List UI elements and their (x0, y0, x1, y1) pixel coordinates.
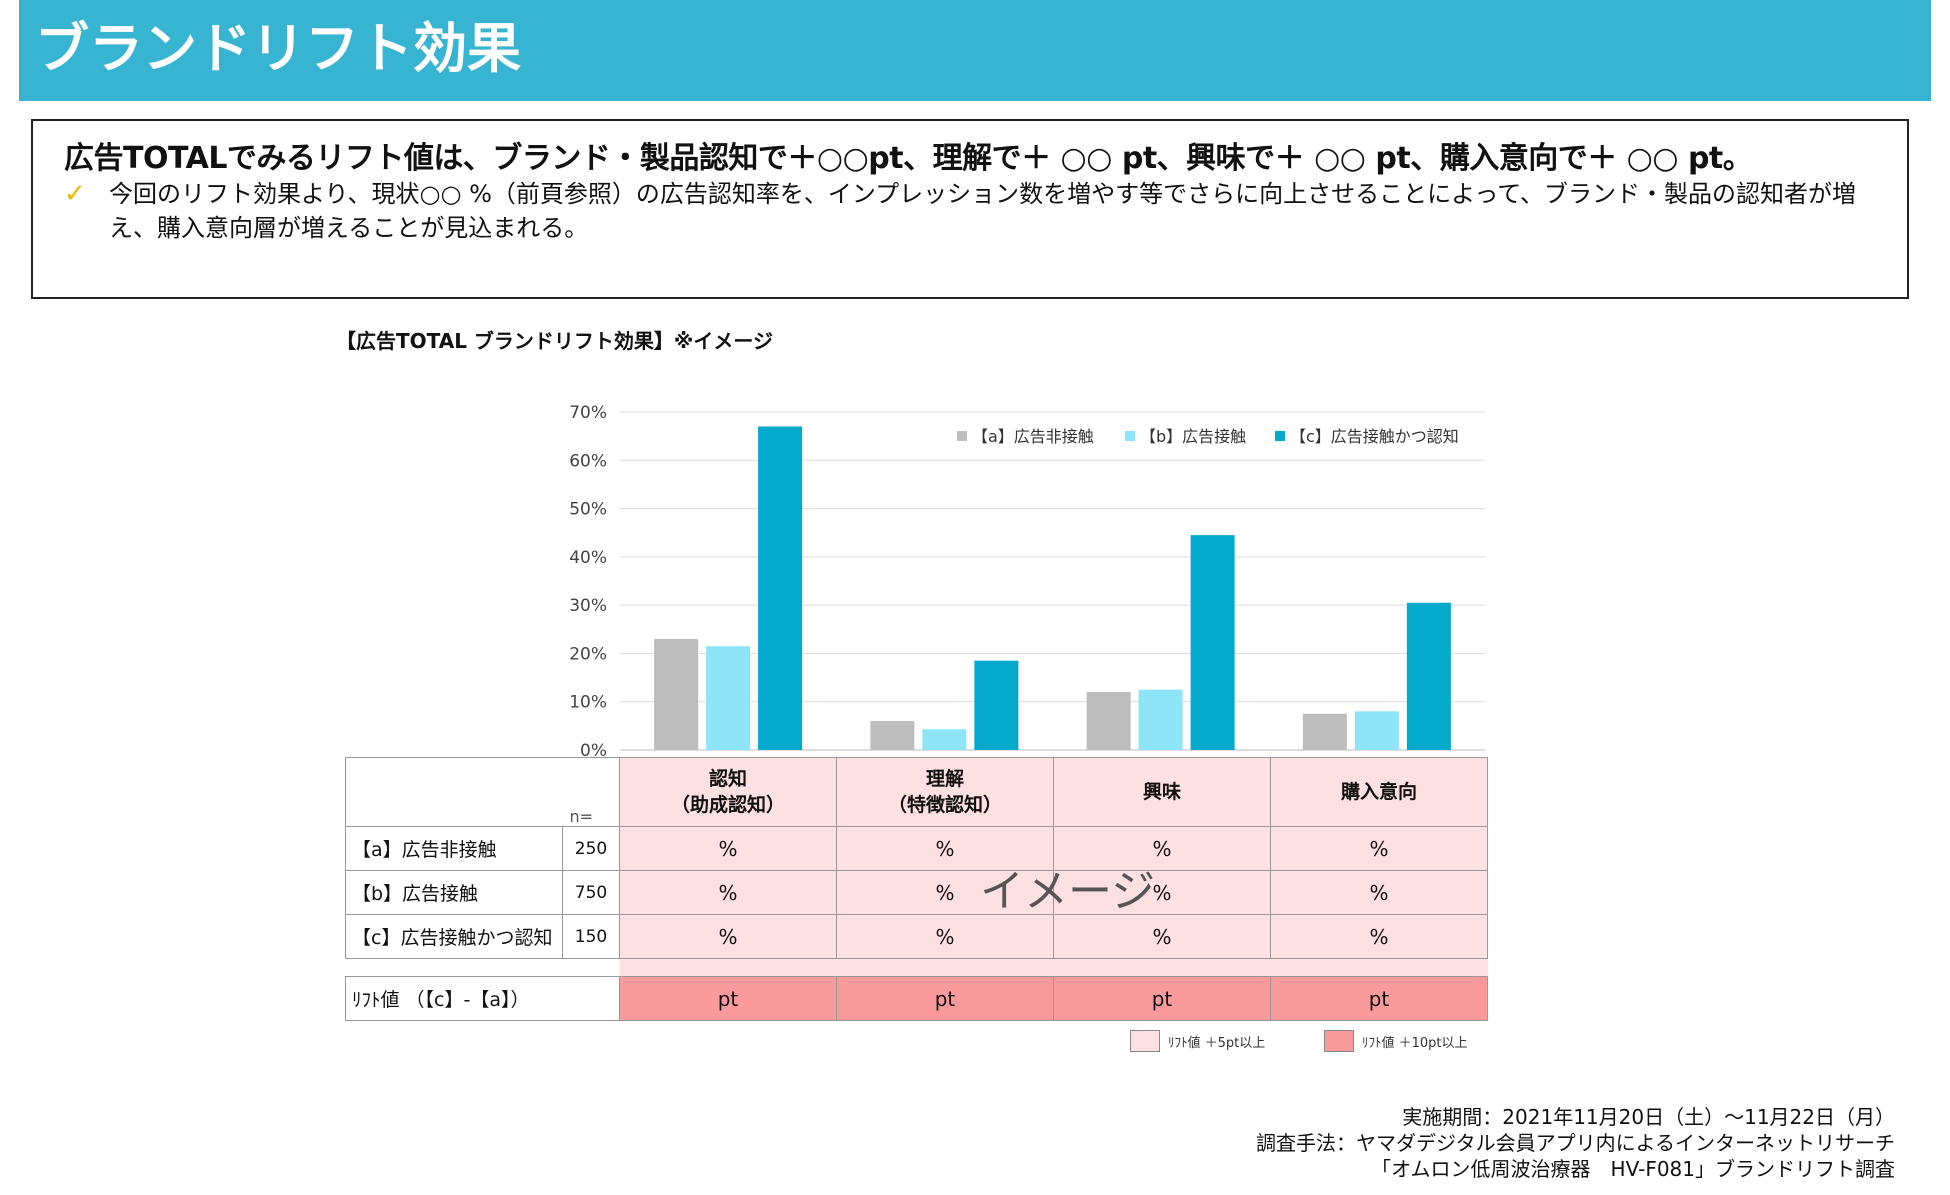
table-row: 【c】広告接触かつ認知 150 % % % % (345, 914, 1488, 959)
lift-legend-label: ﾘﾌﾄ値 ＋5pt以上 (1168, 1035, 1266, 1051)
bar (706, 646, 751, 750)
page-title: ブランドリフト効果 (35, 17, 521, 80)
table-cell: % (836, 826, 1054, 871)
row-label: 【b】広告接触 (345, 870, 563, 915)
column-header-line1: 購入意向 (1340, 781, 1417, 803)
bar (974, 660, 1019, 750)
lift-legend-item: ﾘﾌﾄ値 ＋10pt以上 (1324, 1030, 1468, 1052)
lift-cell: pt (836, 976, 1054, 1021)
row-label: 【a】広告非接触 (345, 826, 563, 871)
lift-legend-label: ﾘﾌﾄ値 ＋10pt以上 (1362, 1035, 1468, 1051)
results-table: n= 認知 （助成認知） 理解 （特徴認知） 興味 購入意向 【a】広告非接触 25… (345, 757, 1488, 1021)
column-header-line1: 認知 (708, 768, 747, 790)
spacer (346, 959, 620, 977)
spacer-band (619, 958, 1488, 977)
survey-period: 実施期間：2021年11月20日（土）～11月22日（月） (1402, 1105, 1895, 1129)
lift-row: ﾘﾌﾄ値 （【c】-【a】） pt pt pt pt (345, 976, 1488, 1021)
y-tick-label: 60% (569, 451, 607, 471)
summary-box: 広告TOTALでみるリフト値は、ブランド・製品認知で＋○○pt、理解で＋ ○○ … (31, 119, 1909, 299)
y-tick-label: 40% (569, 548, 607, 568)
image-watermark: イメージ (980, 866, 1156, 917)
lift-cell: pt (1270, 976, 1488, 1021)
table-cell: % (1270, 870, 1488, 915)
lift-legend-swatch (1324, 1030, 1354, 1052)
table-cell: % (1053, 914, 1271, 959)
summary-note: 今回のリフト効果より、現状○○ %（前頁参照）の広告認知率を、インプレッション数… (109, 180, 1857, 242)
column-header-line1: 理解 (925, 768, 964, 790)
spacer-row (346, 958, 1488, 977)
row-n: 750 (562, 870, 620, 915)
n-header: n= (345, 757, 620, 827)
legend-swatch (1125, 431, 1135, 441)
column-header: 認知 （助成認知） (619, 757, 837, 827)
table-cell: % (836, 914, 1054, 959)
bar (870, 721, 915, 750)
lift-cell: pt (1053, 976, 1271, 1021)
bar (654, 638, 699, 750)
bar (1354, 711, 1399, 750)
column-header: 理解 （特徴認知） (836, 757, 1054, 827)
title-banner: ブランドリフト効果 (19, 0, 1931, 101)
legend-label: 【c】広告接触かつ認知 (1290, 427, 1459, 446)
legend-label: 【b】広告接触 (1140, 427, 1246, 446)
bar (758, 426, 803, 750)
row-label: 【c】広告接触かつ認知 (345, 914, 563, 959)
chart-caption: 【広告TOTAL ブランドリフト効果】※イメージ (336, 329, 773, 353)
table-cell: % (619, 870, 837, 915)
table-cell: % (1270, 826, 1488, 871)
survey-method: 調査手法：ヤマダデジタル会員アプリ内によるインターネットリサーチ (1256, 1131, 1895, 1155)
lift-cell: pt (619, 976, 837, 1021)
checkmark-icon: ✓ (64, 179, 86, 209)
y-tick-label: 70% (569, 403, 607, 423)
y-tick-label: 20% (569, 644, 607, 664)
bar (922, 729, 967, 750)
bar (1190, 535, 1235, 750)
legend-swatch (957, 431, 967, 441)
survey-footer: 実施期間：2021年11月20日（土）～11月22日（月） 調査手法：ヤマダデジ… (1256, 1104, 1895, 1182)
y-tick-label: 0% (580, 741, 607, 760)
table-cell: % (836, 870, 1054, 915)
lift-label: ﾘﾌﾄ値 （【c】-【a】） (345, 976, 620, 1021)
y-tick-label: 30% (569, 596, 607, 616)
lift-legend-item: ﾘﾌﾄ値 ＋5pt以上 (1130, 1030, 1265, 1052)
table-cell: % (1053, 870, 1271, 915)
bar (1302, 713, 1347, 750)
table-row: 【b】広告接触 750 % % % % (345, 870, 1488, 915)
lift-legend-swatch (1130, 1030, 1160, 1052)
survey-title: 「オムロン低周波治療器 HV-F081」ブランドリフト調査 (1371, 1157, 1895, 1181)
table-cell: % (1053, 826, 1271, 871)
table-row: 【a】広告非接触 250 % % % % (345, 826, 1488, 871)
column-header: 興味 (1053, 757, 1271, 827)
bar-chart: 0% 10% 20% 30% 40% 50% 60% 70% 【a】広告非接触 【b】広告接触 【c… (569, 403, 1485, 760)
column-header-line2: （助成認知） (670, 794, 785, 816)
legend-label: 【a】広告非接触 (972, 427, 1094, 446)
table-cell: % (619, 826, 837, 871)
column-header-line1: 興味 (1142, 781, 1181, 803)
y-tick-label: 10% (569, 693, 607, 713)
bar (1138, 689, 1183, 750)
bar (1406, 602, 1451, 750)
table-cell: % (619, 914, 837, 959)
row-n: 250 (562, 826, 620, 871)
table-cell: % (1270, 914, 1488, 959)
legend-swatch (1275, 431, 1285, 441)
summary-headline: 広告TOTALでみるリフト値は、ブランド・製品認知で＋○○pt、理解で＋ ○○ … (64, 141, 1753, 176)
table-header-row: n= 認知 （助成認知） 理解 （特徴認知） 興味 購入意向 (345, 757, 1488, 827)
bar (1086, 692, 1131, 750)
row-n: 150 (562, 914, 620, 959)
column-header-line2: （特徴認知） (887, 794, 1002, 816)
column-header: 購入意向 (1270, 757, 1488, 827)
y-tick-label: 50% (569, 500, 607, 520)
